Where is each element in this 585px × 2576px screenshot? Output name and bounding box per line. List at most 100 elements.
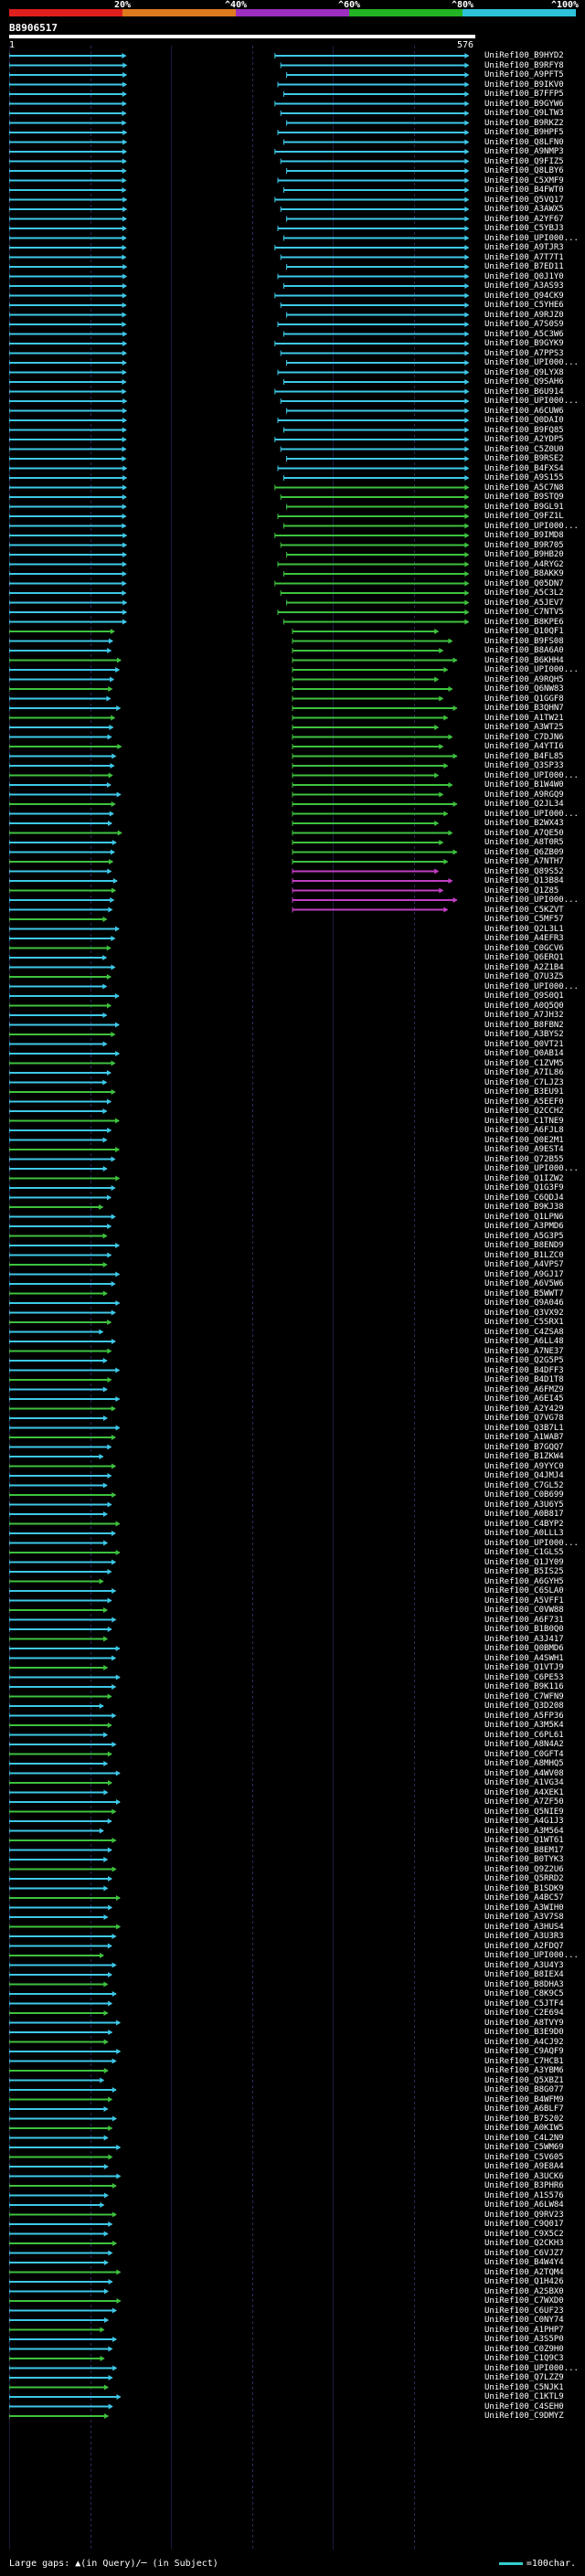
hit-label[interactable]: UniRef100_A0Q5Q0 [484,1001,564,1011]
hit-label[interactable]: UniRef100_C2E694 [484,2009,564,2018]
hit-label[interactable]: UniRef100_C7GL52 [484,1480,564,1490]
hit-label[interactable]: UniRef100_C7NTV5 [484,608,564,617]
hit-label[interactable]: UniRef100_A1TW21 [484,713,564,723]
hit-label[interactable]: UniRef100_B8DHA3 [484,1979,564,1989]
hit-label[interactable]: UniRef100_C9Q017 [484,2220,564,2229]
hit-label[interactable]: UniRef100_B4FXS4 [484,463,564,473]
hit-label[interactable]: UniRef100_C5YBJ3 [484,224,564,233]
hit-label[interactable]: UniRef100_C0NY74 [484,2316,564,2325]
hit-label[interactable]: UniRef100_B5IS25 [484,1567,564,1576]
hit-label[interactable]: UniRef100_A3HUS4 [484,1922,564,1932]
hit-label[interactable]: UniRef100_Q1GGF8 [484,694,564,704]
hit-label[interactable]: UniRef100_B0TYK3 [484,1855,564,1864]
hit-label[interactable]: UniRef100_Q5RRD2 [484,1874,564,1883]
hit-label[interactable]: UniRef100_UPI000... [484,1951,579,1960]
hit-label[interactable]: UniRef100_Q72B55 [484,1154,564,1164]
hit-label[interactable]: UniRef100_B3EU91 [484,1087,564,1097]
hit-label[interactable]: UniRef100_B9STQ9 [484,493,564,502]
hit-label[interactable]: UniRef100_C4SEH0 [484,2401,564,2412]
hit-label[interactable]: UniRef100_A8T0R5 [484,838,564,847]
hit-label[interactable]: UniRef100_A2Y429 [484,1404,564,1414]
hit-label[interactable]: UniRef100_A6FJL8 [484,1126,564,1135]
hit-label[interactable]: UniRef100_A4WV08 [484,1768,564,1778]
hit-label[interactable]: UniRef100_UPI000... [484,397,579,406]
hit-label[interactable]: UniRef100_A3U4Y3 [484,1960,564,1970]
hit-label[interactable]: UniRef100_Q7U3Z5 [484,972,564,981]
hit-label[interactable]: UniRef100_Q1VTJ9 [484,1663,564,1672]
hit-label[interactable]: UniRef100_B1LZC0 [484,1250,564,1260]
hit-label[interactable]: UniRef100_A7NE37 [484,1346,564,1356]
hit-label[interactable]: UniRef100_Q5NIE9 [484,1807,564,1817]
hit-label[interactable]: UniRef100_B9RKZ2 [484,118,564,128]
hit-label[interactable]: UniRef100_A6F731 [484,1615,564,1625]
hit-label[interactable]: UniRef100_C6PE53 [484,1672,564,1682]
hit-label[interactable]: UniRef100_Q0E2M1 [484,1135,564,1145]
hit-label[interactable]: UniRef100_A0KIW5 [484,2124,564,2133]
hit-label[interactable]: UniRef100_B7ED11 [484,262,564,271]
hit-label[interactable]: UniRef100_B9KJ38 [484,1203,564,1212]
hit-label[interactable]: UniRef100_C6SLA0 [484,1586,564,1595]
hit-label[interactable]: UniRef100_Q5VQ17 [484,195,564,205]
hit-label[interactable]: UniRef100_Q4JMJ4 [484,1471,564,1480]
hit-label[interactable]: UniRef100_B8A6A0 [484,646,564,655]
hit-label[interactable]: UniRef100_UPI000... [484,896,579,905]
hit-label[interactable]: UniRef100_A6CUW6 [484,406,564,416]
hit-label[interactable]: UniRef100_Q8LFN0 [484,137,564,147]
hit-label[interactable]: UniRef100_Q9LTW3 [484,109,564,118]
hit-label[interactable]: UniRef100_A3WIH0 [484,1903,564,1913]
hit-label[interactable]: UniRef100_B9RSE2 [484,454,564,463]
hit-label[interactable]: UniRef100_A3WT25 [484,723,564,732]
hit-label[interactable]: UniRef100_B9IKV0 [484,80,564,90]
hit-label[interactable]: UniRef100_A4BC57 [484,1893,564,1903]
hit-label[interactable]: UniRef100_B8FBN2 [484,1020,564,1030]
hit-label[interactable]: UniRef100_B1SDK9 [484,1883,564,1893]
hit-label[interactable]: UniRef100_A6FMZ9 [484,1384,564,1394]
hit-label[interactable]: UniRef100_B9FQ85 [484,425,564,435]
hit-label[interactable]: UniRef100_UPI000... [484,1164,579,1173]
hit-label[interactable]: UniRef100_A3PMD6 [484,1222,564,1231]
hit-label[interactable]: UniRef100_C1GLS5 [484,1548,564,1557]
hit-label[interactable]: UniRef100_Q6NW83 [484,684,564,694]
hit-label[interactable]: UniRef100_Q3B7L1 [484,1423,564,1433]
hit-label[interactable]: UniRef100_Q2CCH2 [484,1107,564,1116]
hit-label[interactable]: UniRef100_A9RJZ0 [484,310,564,320]
hit-label[interactable]: UniRef100_A5VFF1 [484,1595,564,1606]
hit-label[interactable]: UniRef100_Q0VT21 [484,1039,564,1049]
hit-label[interactable]: UniRef100_A6V5W6 [484,1279,564,1288]
hit-label[interactable]: UniRef100_Q3SP33 [484,761,564,770]
hit-label[interactable]: UniRef100_Q1WT61 [484,1836,564,1845]
hit-label[interactable]: UniRef100_B1W4W0 [484,780,564,790]
hit-label[interactable]: UniRef100_A3V7S8 [484,1913,564,1922]
hit-label[interactable]: UniRef100_A8MHQ5 [484,1759,564,1768]
hit-label[interactable]: UniRef100_C5NJK1 [484,2382,564,2392]
hit-label[interactable]: UniRef100_A5FP36 [484,1711,564,1721]
hit-label[interactable]: UniRef100_B3PHR6 [484,2181,564,2190]
hit-label[interactable]: UniRef100_UPI000... [484,665,579,674]
hit-label[interactable]: UniRef100_Q13B84 [484,876,564,885]
hit-label[interactable]: UniRef100_B9HB20 [484,550,564,559]
hit-label[interactable]: UniRef100_Q9S0Q1 [484,991,564,1001]
hit-label[interactable]: UniRef100_C9X5C2 [484,2229,564,2239]
hit-label[interactable]: UniRef100_UPI000... [484,358,579,367]
hit-label[interactable]: UniRef100_B4DFF3 [484,1365,564,1375]
hit-label[interactable]: UniRef100_C5JTF4 [484,1998,564,2009]
hit-label[interactable]: UniRef100_Q1Z85 [484,885,559,896]
hit-label[interactable]: UniRef100_B8G077 [484,2085,564,2094]
hit-label[interactable]: UniRef100_UPI000... [484,981,579,991]
hit-label[interactable]: UniRef100_B9IMD8 [484,531,564,540]
hit-label[interactable]: UniRef100_A3YBM6 [484,2066,564,2075]
hit-label[interactable]: UniRef100_A9EST4 [484,1145,564,1154]
hit-label[interactable]: UniRef100_B6KHH4 [484,655,564,665]
hit-label[interactable]: UniRef100_C6VJZ7 [484,2248,564,2258]
hit-label[interactable]: UniRef100_A4G1J3 [484,1817,564,1826]
hit-label[interactable]: UniRef100_A4VPS7 [484,1260,564,1269]
hit-label[interactable]: UniRef100_Q05DN7 [484,578,564,588]
hit-label[interactable]: UniRef100_A7T7T1 [484,252,564,262]
hit-label[interactable]: UniRef100_C5XMF9 [484,175,564,186]
hit-label[interactable]: UniRef100_C5MF57 [484,915,564,924]
hit-label[interactable]: UniRef100_B8EM17 [484,1845,564,1855]
hit-label[interactable]: UniRef100_A2FDQ7 [484,1941,564,1951]
hit-label[interactable]: UniRef100_B6U914 [484,387,564,397]
hit-label[interactable]: UniRef100_C9DMYZ [484,2412,564,2421]
hit-label[interactable]: UniRef100_C0GCV6 [484,943,564,953]
